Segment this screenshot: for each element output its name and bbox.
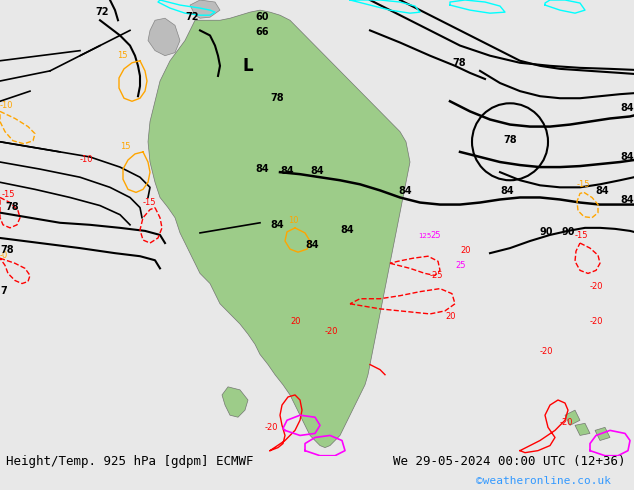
Text: 90: 90 [540, 227, 553, 237]
Text: 84: 84 [500, 186, 514, 196]
Text: 84: 84 [255, 164, 269, 174]
Text: 84: 84 [398, 186, 411, 196]
Text: 15: 15 [117, 51, 127, 60]
Text: 84: 84 [310, 166, 323, 176]
Text: 78: 78 [452, 58, 465, 68]
Text: 25: 25 [430, 231, 441, 240]
Polygon shape [222, 387, 248, 417]
Text: 84: 84 [305, 240, 319, 250]
Text: 78: 78 [503, 135, 517, 145]
Text: 20: 20 [460, 246, 470, 255]
Polygon shape [565, 410, 580, 425]
Text: 72: 72 [185, 12, 198, 22]
Text: 60: 60 [255, 12, 269, 22]
Text: -20: -20 [590, 317, 604, 326]
Text: 84: 84 [621, 152, 634, 162]
Text: 7: 7 [0, 286, 7, 295]
Polygon shape [190, 0, 220, 18]
Text: Height/Temp. 925 hPa [gdpm] ECMWF: Height/Temp. 925 hPa [gdpm] ECMWF [6, 455, 254, 468]
Text: 84: 84 [340, 225, 354, 235]
Text: 10: 10 [288, 216, 299, 225]
Text: -0: -0 [0, 251, 8, 260]
Text: 84: 84 [595, 186, 609, 196]
Text: L: L [243, 57, 254, 75]
Text: -15: -15 [2, 191, 15, 199]
Text: -20: -20 [265, 423, 278, 432]
Polygon shape [595, 427, 610, 441]
Text: 25: 25 [455, 261, 465, 270]
Text: 72: 72 [95, 7, 108, 17]
Text: 84: 84 [280, 166, 294, 176]
Text: 66: 66 [255, 27, 269, 37]
Text: -20: -20 [325, 327, 339, 336]
Text: We 29-05-2024 00:00 UTC (12+36): We 29-05-2024 00:00 UTC (12+36) [393, 455, 626, 468]
Text: 84: 84 [270, 220, 283, 230]
Text: -15: -15 [577, 180, 590, 189]
Text: 84: 84 [621, 103, 634, 113]
Text: 78: 78 [0, 245, 13, 255]
Text: -10: -10 [0, 101, 13, 110]
Text: -10: -10 [80, 155, 93, 164]
Text: 20: 20 [290, 317, 301, 326]
Text: ©weatheronline.co.uk: ©weatheronline.co.uk [476, 476, 611, 486]
Text: 78: 78 [270, 93, 283, 103]
Polygon shape [148, 10, 410, 447]
Polygon shape [575, 423, 590, 436]
Text: 15: 15 [120, 142, 131, 151]
Text: -15: -15 [143, 197, 157, 207]
Text: 84: 84 [621, 195, 634, 204]
Text: 90: 90 [562, 227, 576, 237]
Polygon shape [148, 18, 180, 56]
Text: -20: -20 [540, 347, 553, 356]
Text: 125: 125 [418, 233, 431, 239]
Text: -20: -20 [590, 282, 604, 291]
Text: -15: -15 [575, 231, 588, 240]
Text: -20: -20 [560, 418, 574, 427]
Text: 20: 20 [445, 312, 455, 321]
Text: 78: 78 [5, 201, 18, 212]
Text: -25: -25 [430, 271, 444, 280]
